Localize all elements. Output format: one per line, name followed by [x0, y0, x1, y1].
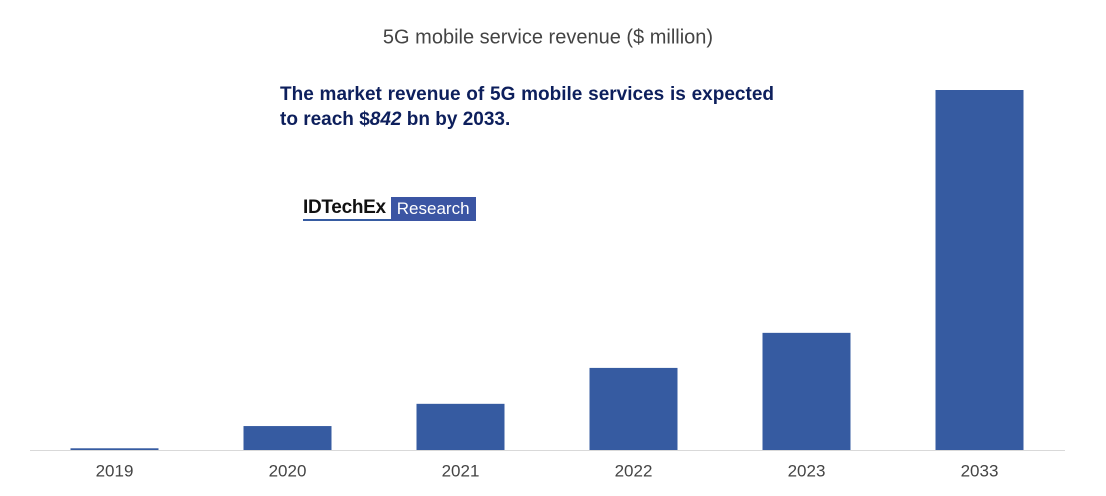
x-tick-label: 2019 — [96, 461, 134, 480]
annotation-text: The market revenue of 5G mobile services… — [280, 84, 774, 130]
x-tick-label: 2023 — [788, 461, 826, 480]
x-tick-label: 2021 — [442, 461, 480, 480]
logo-tag: Research — [390, 197, 476, 221]
x-tick-label: 2022 — [615, 461, 653, 480]
bar — [589, 367, 678, 450]
logo: IDTechEx Research — [303, 197, 476, 221]
annotation: The market revenue of 5G mobile services… — [280, 82, 774, 132]
bar — [935, 90, 1024, 450]
bar — [70, 448, 159, 450]
chart-title: 5G mobile service revenue ($ million) — [383, 26, 713, 48]
x-tick-label: 2033 — [961, 461, 999, 480]
annotation-number: 842 — [369, 109, 402, 130]
bar — [243, 426, 332, 450]
annotation-text: bn by 2033. — [401, 109, 511, 130]
bar — [416, 403, 505, 450]
bar — [762, 332, 851, 450]
logo-name: IDTechEx — [303, 197, 391, 221]
x-tick-label: 2020 — [269, 461, 307, 480]
